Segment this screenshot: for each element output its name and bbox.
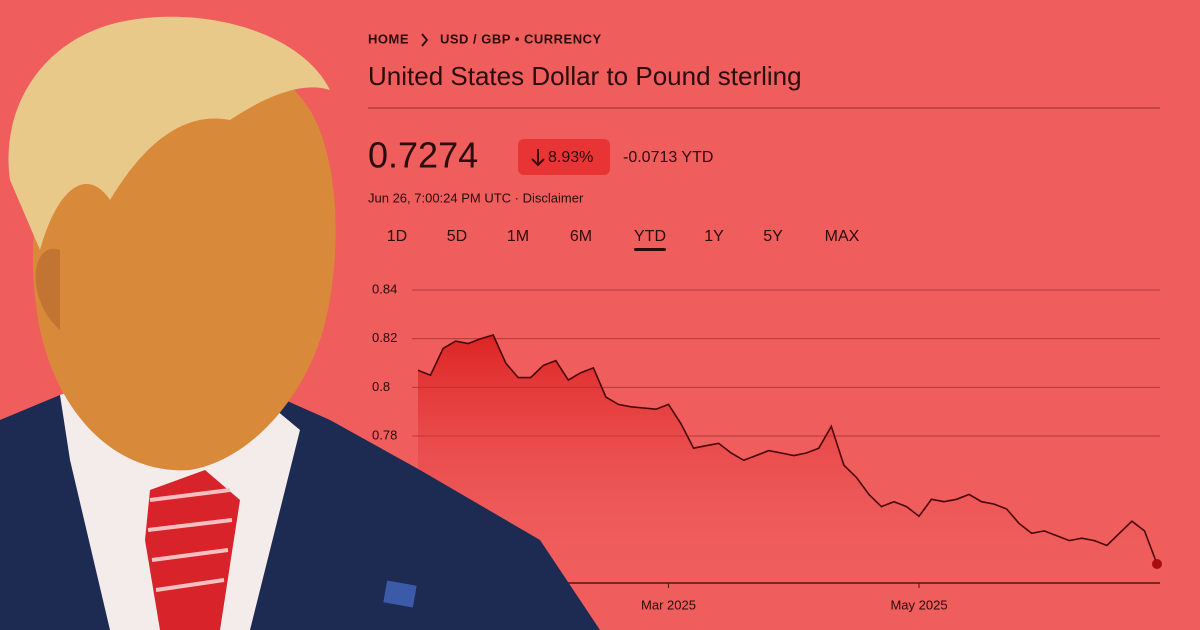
- x-tick-label: Mar 2025: [641, 597, 696, 612]
- tie-stripes: [147, 488, 233, 592]
- change-badge: [518, 139, 610, 175]
- range-tab[interactable]: YTD: [634, 228, 666, 245]
- chevron-icon: [421, 33, 429, 47]
- range-tab[interactable]: 6M: [570, 228, 592, 245]
- x-tick-label: May 2025: [890, 597, 947, 612]
- range-tab[interactable]: MAX: [825, 228, 860, 245]
- page-title: United States Dollar to Pound sterling: [368, 61, 802, 91]
- y-tick-label: 0.84: [372, 281, 397, 296]
- y-tick-label: 0.78: [372, 427, 397, 442]
- down-arrow-icon: [531, 149, 545, 167]
- ear: [35, 248, 60, 330]
- selected-tab-underline: [634, 248, 666, 251]
- timestamp: Jun 26, 7:00:24 PM UTC · Disclaimer: [368, 190, 584, 205]
- breadcrumb-current: USD / GBP • CURRENCY: [440, 31, 602, 46]
- range-tab[interactable]: 5Y: [763, 228, 783, 245]
- area-fill: [418, 335, 1157, 582]
- breadcrumb-home[interactable]: HOME: [368, 31, 409, 46]
- price-line: [417, 334, 1158, 565]
- hair: [8, 16, 331, 251]
- range-tabs: 1D 5D 1M 6M YTD 1Y 5Y MAX: [387, 228, 860, 251]
- range-tab[interactable]: 1M: [507, 228, 529, 245]
- person-photo: [0, 16, 600, 630]
- y-tick-label: 0.8: [372, 379, 390, 394]
- last-point-dot: [1152, 558, 1162, 569]
- change-percent: 8.93%: [548, 149, 593, 166]
- chart: 0.78 0.8 0.82 0.84 Mar 2025 May 2025: [372, 281, 1162, 612]
- range-tab[interactable]: 5D: [447, 228, 467, 245]
- flag-pin: [383, 580, 417, 608]
- y-tick-label: 0.82: [372, 330, 397, 345]
- range-tab[interactable]: 1D: [387, 228, 407, 245]
- range-tab[interactable]: 1Y: [704, 228, 724, 245]
- change-ytd: -0.0713 YTD: [623, 149, 713, 166]
- price: 0.7274: [368, 135, 478, 176]
